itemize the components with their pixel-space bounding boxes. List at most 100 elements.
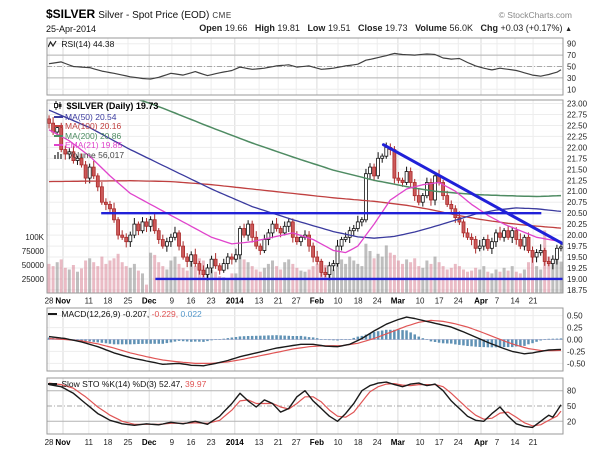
legend-ma100: MA(100) 20.16 [65,121,122,132]
change-label: Chg [480,23,498,33]
chart-date: 25-Apr-2014 [46,24,97,34]
svg-text:20.00: 20.00 [567,231,588,240]
svg-text:80: 80 [567,387,576,396]
svg-text:28: 28 [45,297,54,306]
legend-ma200-row: MA(200) 20.86 [54,131,158,142]
legend-ma50: MA(50) 20.54 [65,111,117,122]
ma50-swatch [54,115,63,118]
svg-text:22.75: 22.75 [567,110,588,119]
macd-swatch [48,313,57,315]
ticker-description: Silver - Spot Price (EOD) [98,10,210,21]
svg-text:19.75: 19.75 [567,242,588,251]
svg-text:11: 11 [85,438,94,447]
rsi-panel-label: RSI(14) 44.38 [47,39,114,50]
svg-text:Nov: Nov [55,297,71,306]
open-label: Open [199,23,223,33]
svg-text:9: 9 [170,438,175,447]
svg-text:21.25: 21.25 [567,176,588,185]
sto-label-text: Slow STO %K(14) %D(3) [61,379,157,389]
svg-text:20.75: 20.75 [567,198,588,207]
copyright: © StockCharts.com [498,10,572,20]
macd-label-text: MACD(12,26,9) [61,309,121,319]
svg-text:25000: 25000 [22,275,45,284]
svg-text:27: 27 [292,438,301,447]
high-value: 19.81 [277,23,300,33]
svg-text:13: 13 [255,438,264,447]
svg-text:23: 23 [207,438,216,447]
volume-value: 56.0K [449,23,473,33]
svg-text:22.50: 22.50 [567,121,588,130]
svg-text:90: 90 [567,40,576,49]
svg-text:Mar: Mar [391,297,405,306]
svg-text:18: 18 [354,438,363,447]
low-label: Low [307,23,326,33]
macd-value: -0.207, [122,309,150,319]
svg-text:-0.50: -0.50 [567,359,586,368]
ohlc-quote-bar: Open 19.66 High 19.81 Low 19.51 Close 19… [194,23,572,33]
svg-text:18: 18 [354,297,363,306]
svg-text:28: 28 [45,438,54,447]
svg-text:2014: 2014 [226,297,244,306]
svg-text:20.50: 20.50 [567,209,588,218]
ticker-symbol: $SILVER [46,7,96,21]
ema21-swatch [54,144,63,147]
svg-text:17: 17 [435,297,444,306]
svg-text:0.00: 0.00 [567,336,583,345]
svg-text:21: 21 [529,438,538,447]
svg-text:22.00: 22.00 [567,143,588,152]
svg-text:16: 16 [187,438,196,447]
legend-volume: Volume 56,017 [67,149,125,160]
change-value: +0.03 (+0.17%) [500,23,563,33]
svg-text:Feb: Feb [310,438,324,447]
svg-text:17: 17 [435,438,444,447]
svg-text:2014: 2014 [226,438,244,447]
svg-text:27: 27 [292,297,301,306]
macd-signal-value: -0.229, [151,309,179,319]
svg-text:Mar: Mar [391,438,405,447]
svg-text:10: 10 [334,297,343,306]
indicator-zigzag-icon [47,40,57,50]
high-label: High [254,23,275,33]
svg-text:0.25: 0.25 [567,324,583,333]
svg-text:19.25: 19.25 [567,264,588,273]
legend-ma50-row: MA(50) 20.54 [54,111,158,123]
svg-text:14: 14 [511,297,520,306]
low-value: 19.51 [327,23,351,33]
svg-text:23.00: 23.00 [567,100,588,109]
svg-text:24: 24 [454,438,463,447]
svg-text:21.00: 21.00 [567,187,588,196]
svg-text:25: 25 [124,297,133,306]
sto-k-value: 52.47, [159,379,183,389]
svg-text:100K: 100K [25,233,44,242]
svg-text:10: 10 [416,438,425,447]
svg-text:25: 25 [124,438,133,447]
open-value: 19.66 [224,23,248,33]
ma100-swatch [54,125,63,128]
svg-text:20.25: 20.25 [567,220,588,229]
svg-text:10: 10 [416,297,425,306]
svg-text:70: 70 [567,51,576,60]
legend-ma100-row: MA(100) 20.16 [54,121,158,132]
legend-title: $SILVER (Daily) 19.73 [66,101,159,111]
close-label: Close [358,23,383,33]
svg-text:21.50: 21.50 [567,165,588,174]
svg-text:50000: 50000 [22,261,45,270]
macd-hist-value: 0.022 [180,309,202,319]
svg-text:7: 7 [495,438,500,447]
candlestick-icon [54,101,62,113]
legend-ema21-row: EMA(21) 19.85 [54,141,158,151]
svg-text:30: 30 [567,74,576,83]
svg-text:23: 23 [207,297,216,306]
chart-header: $SILVER Silver - Spot Price (EOD) CME [46,7,232,21]
svg-text:50: 50 [567,63,576,72]
close-value: 19.73 [385,23,408,33]
svg-text:16: 16 [187,297,196,306]
svg-text:21.75: 21.75 [567,154,588,163]
exchange-label: CME [212,11,232,20]
svg-text:19.50: 19.50 [567,253,588,262]
svg-text:Nov: Nov [55,438,71,447]
svg-text:10: 10 [567,85,576,94]
svg-text:24: 24 [373,438,382,447]
